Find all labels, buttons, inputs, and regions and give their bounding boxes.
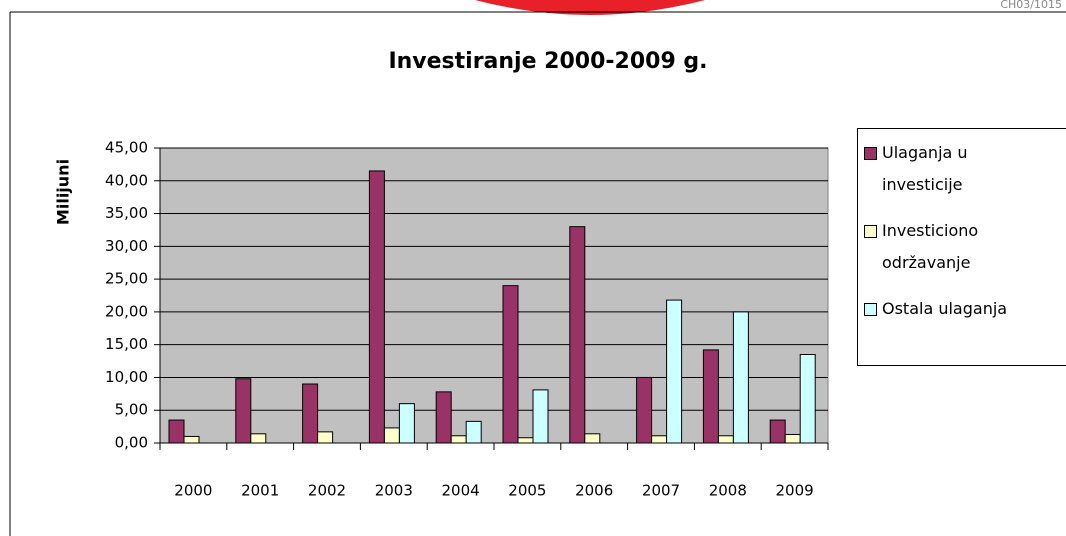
bar [368, 170, 385, 444]
plot-area [159, 147, 829, 444]
x-tick-label: 2003 [375, 482, 413, 500]
chart-title: Investiranje 2000-2009 g. [388, 49, 707, 74]
x-tick-label: 2006 [575, 482, 613, 500]
bar [235, 378, 252, 444]
x-tick-label: 2004 [442, 482, 480, 500]
x-tick-label: 2000 [174, 482, 212, 500]
legend-entry: Ostala ulaganja [864, 293, 1064, 325]
legend-label: Ulaganja u investicije [882, 143, 968, 194]
bar [465, 420, 482, 444]
bar [302, 383, 319, 444]
bar [383, 427, 400, 444]
bar [799, 354, 816, 444]
bar [636, 376, 653, 444]
bar [769, 419, 786, 444]
legend-label: Ostala ulaganja [882, 299, 1008, 318]
bar [569, 226, 586, 444]
legend-entry: Ulaganja u investicije [864, 137, 1064, 201]
bar [398, 403, 415, 444]
bar [717, 435, 734, 444]
y-tick-label: 15,00 [105, 335, 148, 353]
bar [584, 433, 601, 444]
x-tick-label: 2007 [642, 482, 680, 500]
legend-swatch [864, 147, 877, 160]
y-axis-label: Milijuni [54, 159, 73, 225]
bar [435, 391, 452, 444]
y-tick-label: 30,00 [105, 237, 148, 255]
x-tick-label: 2008 [709, 482, 747, 500]
y-tick-label: 10,00 [105, 368, 148, 386]
y-tick-label: 0,00 [115, 434, 148, 452]
bar [168, 419, 185, 444]
y-tick-label: 40,00 [105, 171, 148, 189]
y-tick-label: 5,00 [115, 401, 148, 419]
x-tick-label: 2001 [241, 482, 279, 500]
x-tick-label: 2002 [308, 482, 346, 500]
annotation: CH03/1015 [1000, 0, 1062, 11]
y-tick-label: 20,00 [105, 302, 148, 320]
bar [450, 435, 467, 444]
bar [317, 431, 334, 444]
bar [732, 311, 749, 444]
legend: Ulaganja u investicije Investiciono održa… [857, 128, 1066, 366]
legend-swatch [864, 303, 877, 316]
x-tick-label: 2009 [776, 482, 814, 500]
y-tick-label: 35,00 [105, 204, 148, 222]
bar [183, 435, 200, 444]
bar [517, 437, 534, 444]
legend-entry: Investiciono održavanje [864, 215, 1064, 279]
logo-shape [475, 0, 705, 15]
bar [502, 285, 519, 444]
bar [666, 299, 683, 444]
legend-label: Investiciono održavanje [882, 221, 979, 272]
y-tick-label: 25,00 [105, 270, 148, 288]
bar [250, 433, 267, 444]
bar [702, 349, 719, 444]
legend-swatch [864, 225, 877, 238]
bar [532, 389, 549, 444]
x-tick-label: 2005 [508, 482, 546, 500]
bar [784, 433, 801, 444]
bar [651, 435, 668, 444]
y-tick-label: 45,00 [105, 139, 148, 157]
